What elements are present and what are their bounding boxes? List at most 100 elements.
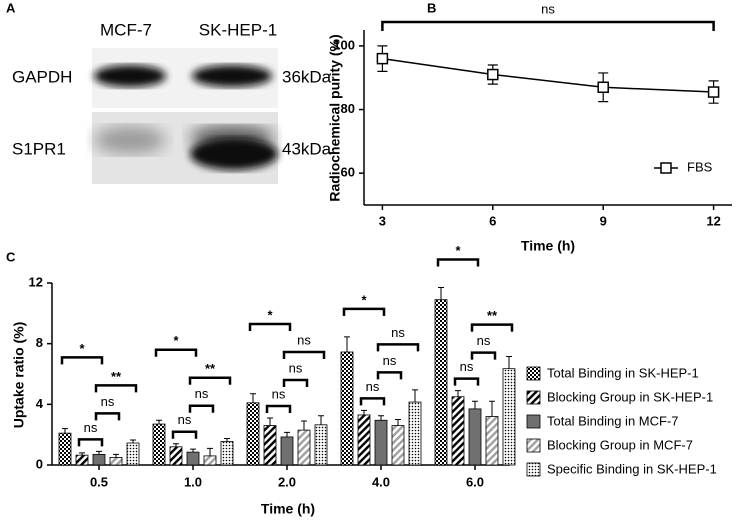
x-tick-label: 1.0 [184,474,202,489]
significance-label: * [79,341,85,356]
significance-label: ns [84,420,98,435]
legend-swatch [526,438,541,453]
significance-bracket [188,404,215,413]
bar [485,416,499,466]
bar [297,429,311,466]
legend-swatch [526,390,541,405]
significance-bracket [154,348,198,357]
significance-label: ns [178,412,192,427]
error-bar [378,415,384,421]
significance-bracket [248,322,292,331]
significance-bracket [60,356,104,365]
significance-bracket [77,438,104,447]
significance-bracket [94,384,138,393]
significance-label: ns [195,386,209,401]
protein-label: S1PR1 [12,139,66,158]
legend-label: Total Binding in SK-HEP-1 [547,365,699,380]
error-bar [455,390,461,397]
y-tick-label: 60 [341,165,355,180]
band [94,65,166,87]
significance-label: ** [205,361,216,376]
significance-label: ns [101,394,115,409]
marker [707,86,720,98]
bar [374,419,388,466]
blot-image [92,48,278,184]
band [94,126,166,154]
bar [92,453,106,466]
bar [152,423,166,466]
significance-label: ns [383,353,397,368]
x-tick-label: 2.0 [278,474,296,489]
significance-bracket [470,351,497,360]
error-bar [113,453,119,458]
significance-label: ns [541,1,555,16]
bar [451,396,465,466]
error-bar [267,417,273,426]
marker [376,52,389,65]
bar [468,408,482,466]
x-tick-label: 6.0 [466,474,484,489]
error-bar [438,287,444,300]
significance-bracket [171,430,198,439]
significance-bracket [376,343,420,352]
legend-label: Blocking Group in MCF-7 [547,437,693,452]
error-bar [361,409,367,415]
x-tick-label: 6 [489,213,496,228]
y-tick-label: 4 [36,396,44,411]
error-bar [318,415,324,425]
error-bar [224,437,230,442]
significance-bracket [453,377,480,386]
significance-label: ns [297,332,311,347]
bar [357,414,371,466]
error-bar [412,389,418,403]
y-tick-label: 8 [36,335,43,350]
significance-bracket [436,258,480,267]
significance-bracket [376,371,403,380]
error-bar [506,356,512,369]
error-bar [156,419,162,425]
x-tick-label: 4.0 [372,474,390,489]
bar [75,454,89,466]
y-tick-label: 80 [341,101,355,116]
legend-swatch [526,366,541,381]
legend-label: Blocking Group in SK-HEP-1 [547,389,713,404]
size-label: 43kDa [282,139,332,158]
error-bar [344,336,350,353]
error-bar [62,428,68,434]
x-tick-label: 3 [379,213,386,228]
x-axis-title: Time (h) [261,501,315,517]
y-axis-title: Radiochemical purity (%) [327,34,343,201]
significance-label: * [361,292,367,307]
y-tick-label: 0 [36,456,43,471]
line [382,57,714,93]
error-bar [207,447,213,456]
error-bar [395,419,401,426]
significance-label: * [455,243,461,258]
bar [186,451,200,466]
significance-bracket [359,397,386,406]
panel-label: C [6,249,16,264]
error-bar [96,450,102,455]
significance-label: ns [366,379,380,394]
legend-marker [660,162,672,174]
error-bar [472,400,478,409]
lane-label: SK-HEP-1 [199,20,277,39]
bar [58,432,72,466]
significance-bracket [94,412,121,421]
x-tick-label: 0.5 [90,474,108,489]
significance-bracket [470,323,514,332]
panel-label: A [6,0,16,15]
y-tick-label: 100 [333,37,355,52]
bar [126,442,140,466]
x-axis-title: Time (h) [521,238,575,254]
error-bar [190,448,196,453]
significance-label: ** [111,369,122,384]
significance-bracket [188,376,232,385]
legend-label: Total Binding in MCF-7 [547,413,679,428]
error-bar [301,420,307,431]
size-label: 36kDa [282,67,332,86]
significance-bracket [342,307,386,316]
significance-bracket [282,350,326,359]
bar [280,436,294,466]
significance-label: ns [289,360,303,375]
